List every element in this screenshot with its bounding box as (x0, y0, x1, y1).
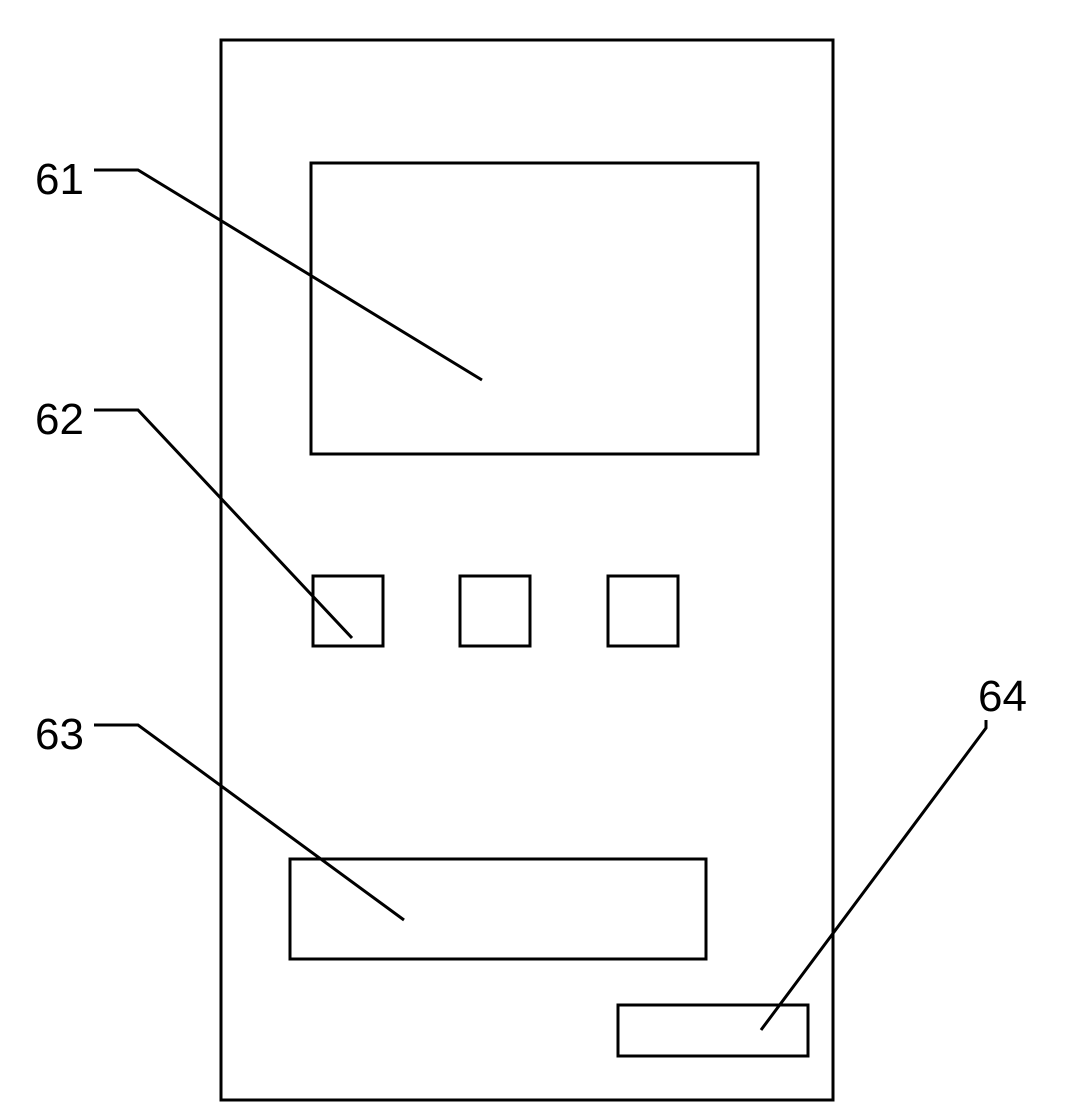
small-box-rect (618, 1005, 808, 1056)
button-rect-1 (460, 576, 530, 646)
wide-box-rect (290, 859, 706, 959)
reference-label-61: 61 (35, 155, 84, 205)
outer-enclosure (221, 40, 833, 1100)
diagram-svg (0, 0, 1088, 1112)
leader-line-0 (94, 170, 482, 380)
reference-label-63: 63 (35, 710, 84, 760)
reference-label-62: 62 (35, 395, 84, 445)
reference-label-64: 64 (978, 672, 1027, 722)
button-rect-2 (608, 576, 678, 646)
leader-line-2 (94, 725, 404, 920)
display-rect (311, 163, 758, 454)
leader-line-3 (761, 720, 986, 1030)
